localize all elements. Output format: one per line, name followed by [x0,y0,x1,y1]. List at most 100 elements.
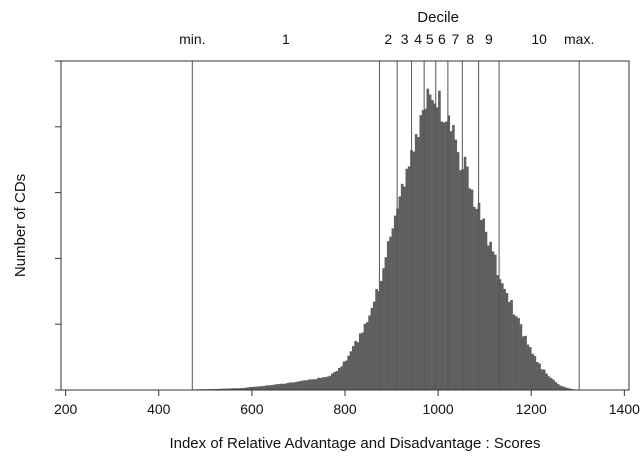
histogram-bar [496,275,499,390]
histogram-bar [361,332,364,390]
x-tick-label: 1400 [609,401,640,417]
histogram-bar [379,281,383,390]
histogram-bar [468,188,472,390]
histogram-bar [300,380,304,390]
decile-band-label: 7 [451,31,459,47]
histogram-bar [454,139,458,390]
x-tick-label: 1000 [423,401,454,417]
histogram-bar [251,386,255,390]
histogram-bar [284,383,288,390]
histogram-bar [293,382,297,390]
histogram-bar [510,300,513,390]
histogram-bar [333,371,336,390]
histogram-bar [319,377,323,390]
histogram-bar [463,156,467,390]
y-axis-ticks [55,60,61,391]
histogram-bar [286,382,290,390]
histogram-bar [452,125,455,391]
histogram-bar [438,90,441,391]
histogram-bar [386,241,390,390]
histogram-bar [303,380,306,390]
histogram-bar [258,386,262,390]
histogram-bar [291,382,295,390]
histogram-bar [491,251,495,390]
histogram-bar [403,186,406,390]
histogram-bar [370,307,374,390]
histogram-bar [566,388,569,390]
histogram-bar [435,107,439,390]
histogram-bar [214,388,218,390]
histogram-bar [230,388,234,390]
histogram-bar [365,322,369,390]
decile-band-label: 3 [401,31,409,47]
histogram-bar [226,388,229,390]
histogram-bar [356,342,360,390]
histogram-bar [247,387,250,390]
histogram-bar [314,379,318,390]
histogram-bar [484,231,488,390]
histogram-bar [414,134,418,390]
histogram-bar [254,386,257,390]
decile-band-label: 2 [384,31,392,47]
histogram-bar [514,316,518,390]
histogram-bar [528,347,532,390]
histogram-bar [459,170,462,390]
histogram-bar [263,385,267,390]
histogram-bar [531,353,534,390]
histogram-bar [498,279,502,390]
x-tick-label: 800 [333,401,357,417]
decile-boundary-lines [191,61,580,390]
histogram-bar [419,115,423,390]
histogram-bar [540,369,544,390]
histogram-bar [216,388,220,390]
histogram-bar [240,388,243,390]
histogram-bar [275,384,278,390]
histogram-bar [480,220,483,390]
histogram-bar [449,131,453,390]
histogram-bar [372,301,376,390]
histogram-bar [261,386,264,390]
histogram-bar [235,388,239,390]
histogram-bar [431,100,434,390]
histogram-bar [424,108,427,390]
histogram-bar [447,115,451,391]
histogram-bar [249,387,253,390]
histogram-bar [400,183,404,390]
histogram-bar [554,382,558,390]
decile-band-label: 5 [426,31,434,47]
histogram-bar [507,301,511,390]
histogram-bar [298,381,302,390]
histogram-bar [442,122,446,391]
y-axis-label: Number of CDs [12,174,29,277]
histogram-bar [244,387,248,390]
histogram-bar [272,384,276,390]
histogram-bar [503,288,506,390]
histogram-bar [328,375,332,390]
histogram-bar [489,241,492,390]
histogram-bar [433,103,437,390]
histogram-bar [342,361,346,390]
histogram-bar [493,254,497,390]
histogram-bar [391,228,395,390]
histogram-bar [500,283,504,390]
decile-band-label: 9 [485,31,493,47]
histogram-bar [456,152,460,390]
decile-labels: min. max. 1 2 3 4 5 6 7 8 9 10 [179,31,594,47]
histogram-bar [282,383,285,390]
histogram-bar [228,388,232,390]
histogram-bar [377,291,381,390]
histogram-bar [349,351,353,390]
histogram-bar [549,378,553,390]
histogram-bar [358,333,362,390]
histogram-bar [317,377,320,390]
histogram-bar [340,366,343,390]
histogram-bar [289,382,292,390]
histogram-bar [535,362,539,390]
histogram-bar [426,88,430,390]
histogram-bar [256,386,260,390]
x-tick-label: 200 [54,401,78,417]
histogram-bar [335,371,339,390]
histogram-bar [533,355,537,390]
histogram-bar [393,215,397,390]
